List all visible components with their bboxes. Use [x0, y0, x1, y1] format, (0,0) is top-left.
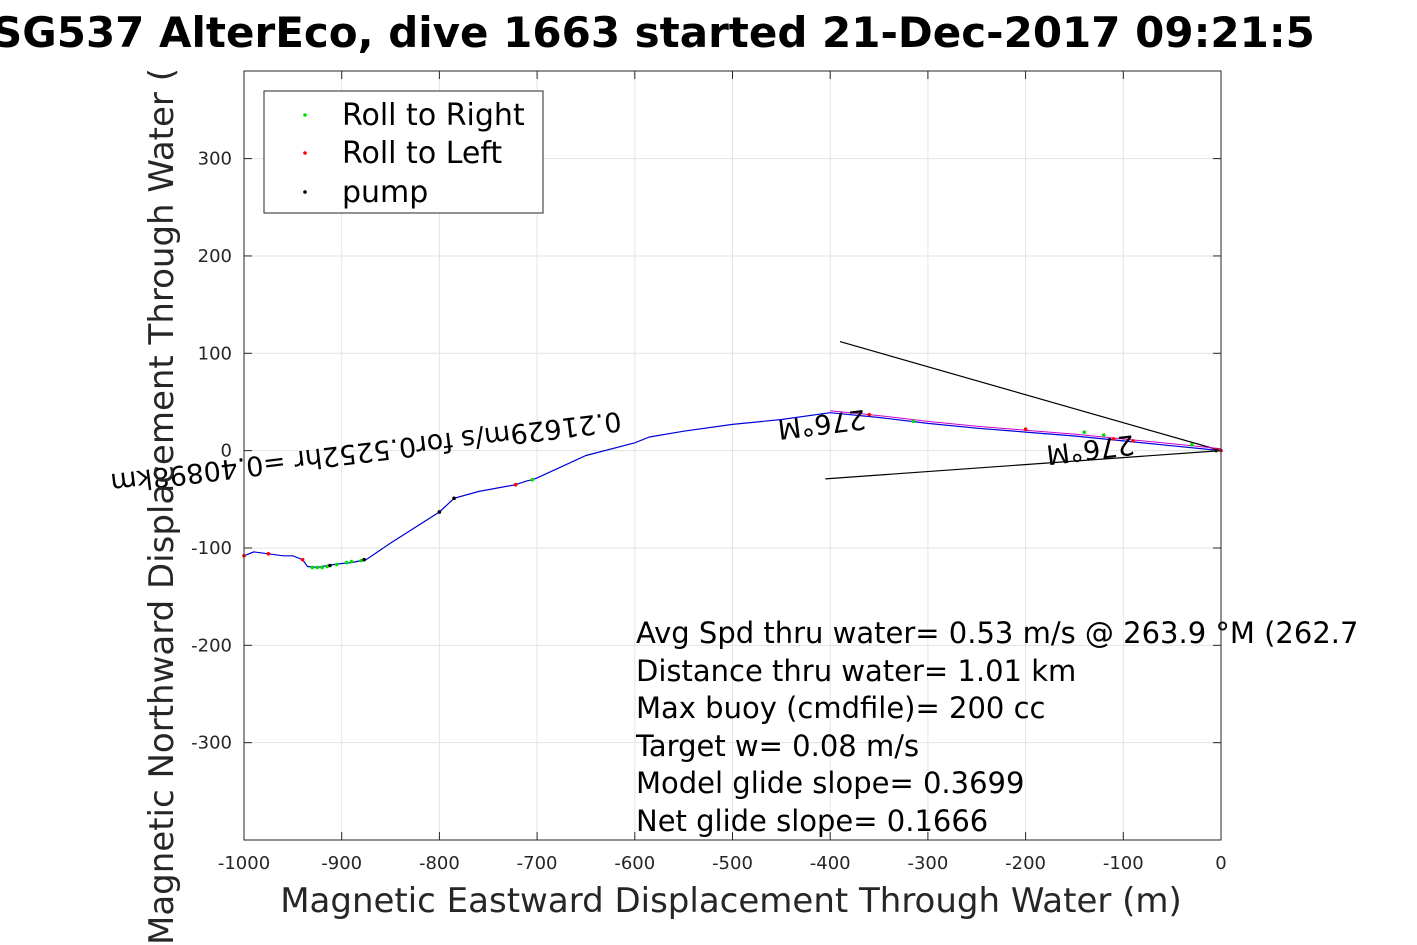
stats-distance: Distance thru water= 1.01 km [636, 654, 1076, 688]
legend-marker-pump [303, 190, 307, 194]
y-tick-label: -200 [191, 635, 232, 656]
dive-stats: Avg Spd thru water= 0.53 m/s @ 263.9 °M … [635, 616, 1358, 838]
heading-line [839, 341, 1222, 452]
heading-wedge [825, 341, 1222, 480]
x-axis-label: Magnetic Eastward Displacement Through W… [280, 881, 1182, 921]
roll-right-marker [1189, 442, 1194, 447]
track-line [243, 412, 1222, 569]
y-tick-label: -100 [191, 538, 232, 559]
y-tick-label: 100 [198, 343, 232, 364]
roll-right-marker [325, 564, 329, 569]
x-tick-label: -500 [712, 853, 753, 874]
roll-left-marker [1111, 437, 1116, 441]
pump-marker [452, 496, 456, 501]
legend-label-pump: pump [342, 175, 428, 210]
flipped-label-1: 276°M [776, 403, 867, 445]
legend: Roll to Right Roll to Left pump [263, 90, 544, 214]
legend-marker-roll-right [303, 113, 307, 117]
legend-box [263, 90, 544, 214]
x-tick-label: -100 [1103, 853, 1144, 874]
roll-right-marker [310, 565, 315, 570]
stats-net-glide: Net glide slope= 0.1666 [636, 804, 988, 838]
roll-left-marker [867, 412, 872, 417]
y-tick-label: -300 [191, 733, 232, 754]
roll-right-marker [1082, 430, 1087, 434]
roll-right-marker [349, 559, 354, 564]
x-tick-label: -900 [321, 853, 362, 874]
stats-max-buoy: Max buoy (cmdfile)= 200 cc [636, 691, 1045, 725]
x-tick-label: 0 [1215, 853, 1226, 874]
roll-right-marker [335, 562, 339, 567]
roll-right-marker [1101, 433, 1106, 437]
legend-label-roll-left: Roll to Left [342, 136, 502, 171]
x-tick-label: -600 [614, 853, 655, 874]
x-tick-label: -700 [517, 853, 558, 874]
y-tick-label: 0 [221, 441, 232, 462]
pump-marker [328, 563, 332, 568]
roll-left-marker [300, 557, 305, 562]
roll-right-marker [359, 558, 364, 563]
x-tick-label: -200 [1005, 853, 1046, 874]
stats-model-glide: Model glide slope= 0.3699 [636, 766, 1024, 800]
stats-target-w: Target w= 0.08 m/s [635, 729, 919, 763]
roll-right-marker [320, 565, 324, 570]
legend-marker-roll-left [303, 151, 307, 155]
roll-right-marker [344, 560, 349, 565]
roll-right-marker [315, 565, 320, 570]
marker-layer [242, 412, 1223, 570]
roll-left-marker [513, 482, 518, 487]
roll-left-marker [266, 552, 271, 556]
heading-line [825, 450, 1222, 480]
stats-avg-speed: Avg Spd thru water= 0.53 m/s @ 263.9 °M … [636, 616, 1358, 650]
x-tick-label: -400 [810, 853, 851, 874]
y-tick-label: 300 [198, 149, 232, 170]
roll-right-marker [530, 478, 535, 482]
x-tick-label: -1000 [218, 853, 270, 874]
chart-title: SG537 AlterEco, dive 1663 started 21-Dec… [0, 8, 1315, 57]
legend-label-roll-right: Roll to Right [342, 98, 525, 133]
roll-left-marker [1023, 427, 1028, 432]
flipped-label-0: 0.21629m/s for0.5252hr =0.40898km [109, 405, 623, 498]
roll-left-marker [1131, 439, 1135, 443]
y-axis-label: Magnetic Northward Displacement Through … [142, 68, 182, 945]
x-tick-label: -300 [907, 853, 948, 874]
plot-content: 0.21629m/s for0.5252hr =0.40898km 276°M27… [109, 341, 1223, 570]
roll-right-marker [911, 419, 916, 424]
y-tick-label: 200 [198, 246, 232, 267]
tick-layer: -1000 -900 -800 -700 -600 -500 -400 -300 -200 -10… [191, 71, 1227, 874]
pump-marker [437, 510, 442, 514]
x-tick-label: -800 [419, 853, 460, 874]
pump-marker [362, 557, 366, 562]
